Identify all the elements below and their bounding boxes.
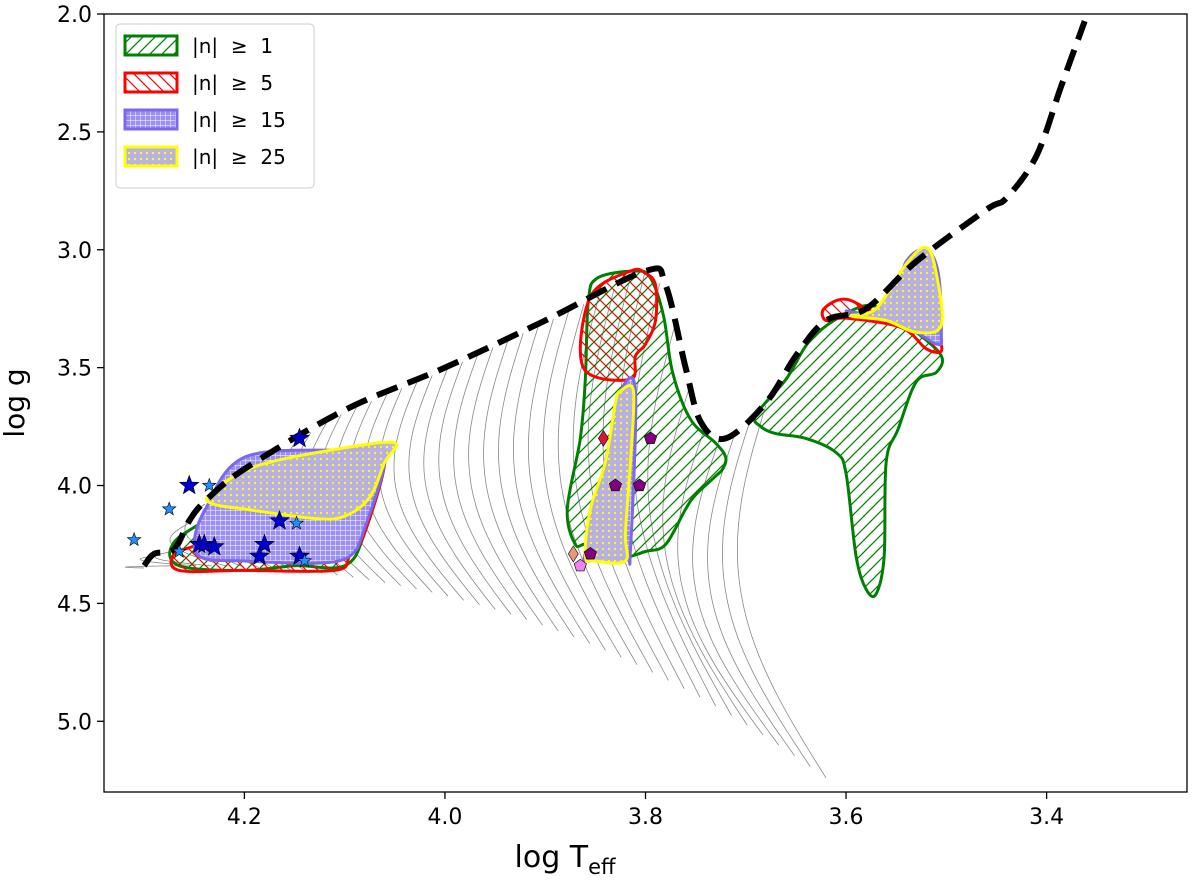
evolutionary-track (707, 431, 795, 756)
evolutionary-track (438, 361, 512, 615)
star-marker (289, 427, 310, 448)
region-n25-11 (849, 245, 944, 335)
evolutionary-track (736, 405, 827, 779)
star-marker (161, 501, 177, 516)
legend: |n| ≥ 1 |n| ≥ 5 |n| ≥ 15 |n| ≥ 25 (115, 23, 315, 189)
pentagon-marker (608, 478, 622, 492)
pentagon-marker (573, 558, 587, 572)
y-tick-label: 3.5 (57, 357, 92, 382)
evolutionary-track (408, 375, 480, 605)
x-tick-label: 4.2 (227, 805, 262, 830)
legend-swatch (123, 34, 179, 57)
evolutionary-track (542, 311, 622, 658)
y-tick-label: 3.0 (57, 239, 92, 264)
star-marker (289, 515, 305, 530)
y-axis-ticks: 2.0 2.5 3.0 3.5 4.0 4.5 5.0 (57, 3, 104, 735)
observed-stars (126, 427, 658, 572)
evolutionary-track (393, 381, 465, 601)
star-marker (126, 531, 142, 547)
x-axis-ticks: 4.2 4.0 3.8 3.6 3.4 (227, 792, 1064, 830)
x-tick-label: 3.6 (829, 805, 864, 830)
x-tick-label: 3.8 (628, 805, 663, 830)
star-marker (203, 535, 225, 556)
star-marker (171, 543, 187, 558)
evolutionary-track (483, 340, 559, 632)
star-marker (297, 553, 313, 568)
x-tick-label: 3.4 (1029, 805, 1064, 830)
legend-swatch (123, 145, 179, 168)
diamond-marker (567, 545, 579, 563)
y-tick-label: 4.5 (57, 592, 92, 617)
pentagon-marker (632, 478, 647, 492)
x-axis-label: log Teff (515, 840, 617, 879)
dashed-boundary-line (141, 20, 1088, 568)
region-n25-9 (204, 440, 399, 521)
region-n1-0 (752, 303, 945, 599)
legend-swatch (123, 71, 179, 94)
evolutionary-track (423, 368, 496, 610)
y-tick-label: 2.0 (57, 3, 92, 28)
evolutionary-track (498, 333, 575, 638)
diamond-marker (598, 429, 609, 447)
legend-label: |n| ≥ 1 (192, 34, 273, 58)
y-tick-label: 2.5 (57, 121, 92, 146)
evolutionary-track (468, 347, 543, 626)
instability-regions (168, 245, 945, 599)
star-marker (201, 477, 217, 492)
pentagon-marker (643, 431, 658, 444)
x-tick-label: 4.0 (427, 805, 462, 830)
legend-label: |n| ≥ 15 (192, 108, 286, 132)
region-n5-4 (578, 267, 659, 382)
legend-swatch (123, 108, 179, 131)
evolutionary-track (527, 318, 606, 651)
star-marker (178, 474, 200, 495)
y-axis-label: log g (0, 368, 31, 437)
x-axis-label-subscript: eff (588, 855, 616, 879)
star-marker (254, 533, 275, 554)
star-marker (269, 510, 290, 530)
star-marker (249, 545, 270, 565)
x-axis-label-main: log T (515, 840, 589, 875)
legend-label: |n| ≥ 5 (192, 71, 273, 95)
y-tick-label: 5.0 (57, 710, 92, 735)
region-n25-10 (583, 384, 636, 565)
evolutionary-track (453, 354, 528, 620)
evolutionary-track (378, 388, 449, 597)
legend-label: |n| ≥ 25 (192, 145, 286, 169)
evolutionary-track (722, 418, 811, 767)
evolutionary-track (124, 565, 181, 569)
evolutionary-track (512, 325, 591, 644)
pentagon-marker (583, 547, 597, 560)
evolutionary-track (557, 303, 638, 665)
y-tick-label: 4.0 (57, 475, 92, 500)
